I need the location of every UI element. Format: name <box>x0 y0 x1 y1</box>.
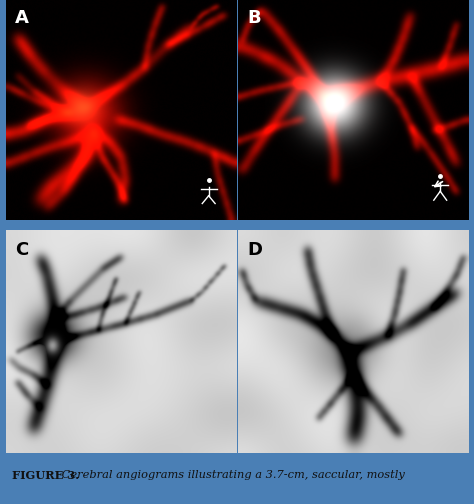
Text: D: D <box>247 241 262 260</box>
Text: B: B <box>247 9 261 27</box>
Text: C: C <box>15 241 28 260</box>
Text: FIGURE 3.: FIGURE 3. <box>12 470 79 481</box>
Text: A: A <box>15 9 29 27</box>
Text: Cerebral angiograms illustrating a 3.7-cm, saccular, mostly: Cerebral angiograms illustrating a 3.7-c… <box>58 470 405 480</box>
